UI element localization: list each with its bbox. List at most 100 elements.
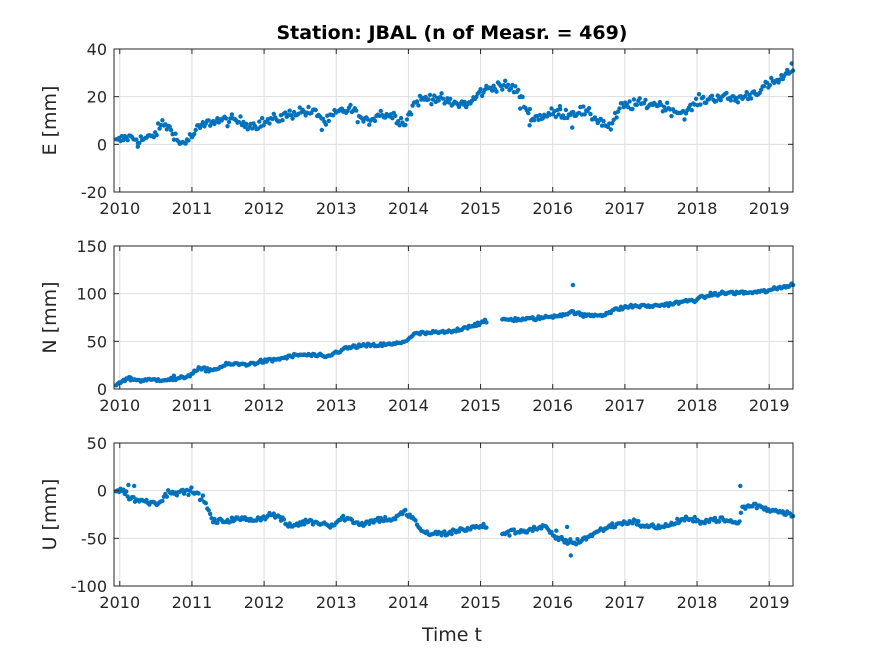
data-point	[693, 96, 699, 102]
data-point	[601, 118, 606, 124]
data-point	[409, 112, 414, 117]
data-point	[426, 97, 431, 102]
data-point	[390, 116, 395, 121]
data-point	[481, 521, 486, 527]
data-point	[289, 113, 294, 118]
data-point	[306, 104, 311, 110]
data-point	[641, 101, 647, 106]
y-tick-label: 100	[76, 285, 107, 304]
data-point	[396, 119, 401, 124]
plot-area	[114, 443, 793, 586]
y-axis-label: E [mm]	[39, 86, 61, 156]
x-tick-label: 2015	[460, 199, 501, 218]
data-point	[484, 525, 489, 530]
data-point	[229, 112, 235, 117]
data-point	[168, 127, 174, 133]
x-tick-label: 2012	[244, 396, 285, 415]
data-point-outlier	[171, 373, 177, 378]
data-point	[610, 521, 615, 526]
data-point	[698, 102, 703, 107]
data-point	[203, 501, 208, 506]
data-point	[192, 131, 197, 137]
data-point	[662, 104, 667, 110]
data-point	[442, 529, 447, 534]
data-point	[403, 122, 408, 128]
data-point	[313, 107, 318, 113]
data-point	[160, 498, 165, 504]
data-point	[767, 83, 773, 88]
axes-box	[113, 442, 794, 587]
data-point	[630, 106, 635, 112]
data-point	[503, 78, 508, 84]
data-point	[718, 98, 723, 103]
data-point	[682, 117, 687, 122]
data-point-outlier	[564, 524, 570, 530]
data-point	[215, 520, 220, 525]
data-point	[440, 96, 446, 101]
x-tick-label: 2019	[749, 396, 790, 415]
data-point	[692, 514, 697, 520]
data-point	[134, 137, 139, 142]
data-point	[160, 118, 165, 123]
x-tick-label: 2013	[316, 396, 357, 415]
data-point	[581, 104, 586, 109]
data-point	[565, 115, 570, 121]
data-point	[747, 92, 752, 98]
data-point-outlier	[135, 144, 140, 149]
x-tick-label: 2017	[605, 396, 646, 415]
data-point	[154, 132, 159, 138]
data-point	[479, 93, 485, 99]
x-tick-label: 2010	[99, 199, 140, 218]
y-tick-label: 150	[76, 237, 107, 256]
data-point	[696, 92, 702, 97]
data-point-outlier	[128, 375, 133, 380]
data-point	[287, 108, 292, 113]
x-tick-label: 2012	[244, 593, 285, 612]
panel-1: 2010 2011 2012 2013 2014 2015 2016 2017 2018 2019…	[39, 40, 796, 218]
data-point	[761, 84, 767, 89]
panel-2: 2010 2011 2012 2013 2014 2015 2016 2017 2018 2019…	[39, 237, 796, 415]
data-point	[549, 106, 554, 111]
x-tick-label: 2016	[532, 199, 573, 218]
data-point	[378, 108, 383, 114]
x-tick-label: 2015	[460, 593, 501, 612]
x-axis-label: Time t	[421, 624, 482, 646]
data-point	[513, 84, 518, 89]
data-point-outlier	[570, 125, 575, 130]
data-point	[261, 123, 266, 128]
data-point	[280, 118, 285, 123]
data-point	[281, 517, 287, 522]
data-point	[605, 124, 611, 130]
data-point	[413, 518, 418, 523]
data-point-outlier	[132, 483, 137, 489]
data-point	[614, 115, 619, 120]
x-tick-label: 2010	[99, 593, 140, 612]
data-point	[516, 87, 521, 93]
x-tick-label: 2015	[460, 396, 501, 415]
data-point	[621, 104, 626, 110]
data-point	[348, 102, 353, 108]
data-point	[355, 120, 360, 125]
data-point	[236, 120, 242, 125]
data-point	[571, 109, 576, 115]
data-point	[780, 76, 786, 82]
data-point	[137, 140, 142, 146]
data-point	[764, 80, 770, 86]
chart-title: Station: JBAL (n of Measr. = 469)	[276, 22, 627, 44]
data-point	[271, 111, 276, 117]
data-point	[636, 519, 641, 524]
data-point	[630, 521, 635, 526]
data-point	[556, 112, 561, 117]
data-point	[743, 93, 748, 99]
y-tick-label: 50	[87, 434, 107, 453]
data-point	[553, 114, 558, 120]
data-point	[737, 519, 742, 524]
data-point	[206, 118, 211, 123]
data-point	[526, 110, 531, 116]
data-points	[114, 61, 796, 149]
data-point	[508, 86, 514, 91]
x-tick-label: 2016	[532, 396, 573, 415]
data-point	[669, 113, 674, 119]
data-point	[531, 118, 537, 123]
x-tick-label: 2010	[99, 396, 140, 415]
